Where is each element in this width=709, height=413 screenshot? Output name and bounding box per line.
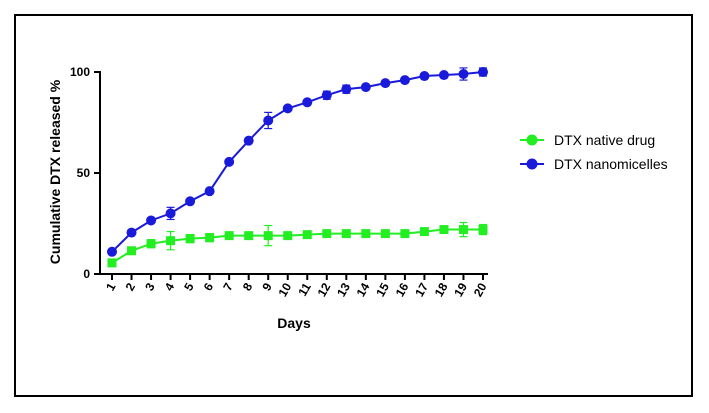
y-tick-label: 100: [70, 65, 90, 79]
x-tick-label: 10: [276, 280, 295, 299]
data-point: [204, 186, 215, 197]
data-point: [224, 231, 234, 241]
data-point: [478, 67, 488, 77]
y-tick-labels: 0 50 100: [70, 65, 90, 281]
data-point: [126, 227, 137, 238]
data-point: [146, 215, 157, 226]
data-point: [263, 115, 274, 126]
data-point: [322, 229, 332, 239]
series-line: [111, 71, 484, 253]
x-tick-label: 2: [123, 280, 139, 293]
data-point: [438, 70, 449, 81]
legend-item-1: DTX nanomicelles: [520, 156, 668, 172]
series-0: [107, 221, 488, 268]
data-point: [185, 196, 196, 207]
x-tick-labels: 1 2 3 4 5 6 7 8 9 10 11 12 13 14 15 16 17 18 19 20: [103, 280, 490, 299]
x-tick-label: 6: [201, 280, 217, 293]
data-point: [224, 156, 235, 167]
data-point: [399, 75, 410, 86]
data-point: [360, 82, 371, 93]
data-point: [165, 208, 176, 219]
x-tick-label: 3: [142, 280, 158, 293]
legend-marker: [526, 134, 538, 146]
data-point: [419, 71, 430, 82]
x-tick-label: 15: [373, 280, 392, 299]
x-tick-label: 19: [451, 280, 470, 299]
data-point: [458, 69, 469, 80]
plot-area: [107, 67, 488, 268]
legend-label: DTX native drug: [554, 132, 655, 148]
x-tick-label: 9: [259, 280, 275, 293]
data-point: [419, 227, 429, 237]
data-point: [263, 231, 273, 241]
x-tick-label: 5: [181, 280, 197, 293]
x-tick-label: 8: [240, 280, 256, 293]
x-tick-label: 4: [162, 280, 178, 293]
x-tick-label: 14: [354, 280, 373, 299]
legend-item-0: DTX native drug: [520, 132, 655, 148]
data-point: [302, 230, 312, 240]
data-point: [107, 246, 117, 257]
x-tick-label: 7: [220, 280, 236, 293]
data-point: [380, 78, 391, 89]
legend-label: DTX nanomicelles: [554, 156, 668, 172]
data-point: [361, 229, 371, 239]
x-tick-label: 18: [432, 280, 451, 299]
x-axis-title: Days: [277, 315, 311, 331]
data-point: [127, 246, 137, 256]
data-point: [282, 103, 293, 114]
data-point: [243, 135, 254, 146]
data-point: [341, 84, 352, 95]
x-tick-label: 11: [295, 280, 314, 298]
y-tick-label: 50: [77, 166, 91, 180]
x-tick-label: 12: [315, 280, 334, 299]
x-tick-label: 17: [412, 280, 431, 299]
data-point: [205, 233, 215, 243]
data-point: [400, 229, 410, 239]
x-tick-label: 13: [334, 280, 353, 299]
x-tick-label: 16: [393, 280, 412, 299]
data-point: [458, 225, 468, 235]
legend-marker: [526, 158, 538, 170]
data-point: [380, 229, 390, 239]
data-point: [283, 231, 293, 241]
y-tick-label: 0: [83, 267, 90, 281]
data-point: [107, 258, 117, 268]
data-point: [146, 239, 156, 249]
data-point: [166, 236, 176, 246]
axes: [94, 71, 488, 280]
data-point: [185, 234, 195, 244]
data-point: [244, 231, 254, 241]
legend: DTX native drug DTX nanomicelles: [520, 132, 668, 172]
data-point: [302, 97, 313, 108]
data-point: [341, 229, 351, 239]
y-axis-title: Cumulative DTX released %: [47, 79, 63, 264]
chart-frame: 1 2 3 4 5 6 7 8 9 10 11 12 13 14 15 16 17 18 19 20 0 50 100 D…: [14, 14, 693, 397]
x-tick-label: 20: [471, 280, 490, 299]
data-point: [478, 225, 488, 235]
data-point: [321, 90, 332, 101]
data-point: [439, 225, 449, 235]
x-tick-label: 1: [103, 280, 119, 293]
series-1: [107, 67, 488, 257]
